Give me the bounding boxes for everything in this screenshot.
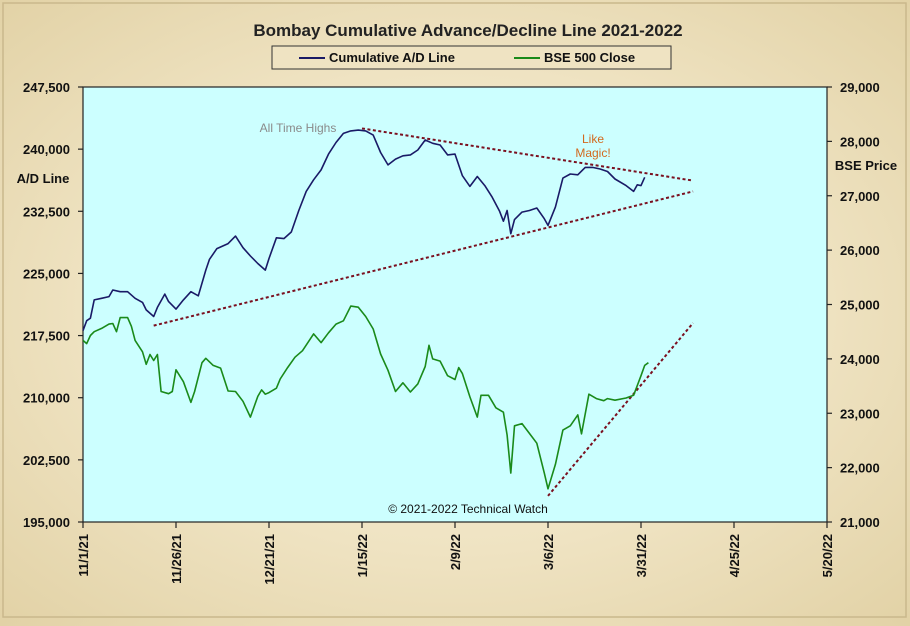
trendline <box>547 322 694 497</box>
left-tick-label: 232,500 <box>23 204 70 219</box>
x-tick-label: 1/15/22 <box>355 534 370 577</box>
x-tick-label: 11/26/21 <box>169 534 184 584</box>
trendlines-group <box>153 127 694 497</box>
series-group <box>82 129 649 490</box>
left-axis-label: A/D Line <box>17 171 70 186</box>
right-tick-label: 22,000 <box>840 461 880 476</box>
outer-frame <box>2 2 907 618</box>
right-tick-label: 23,000 <box>840 406 880 421</box>
x-tick-label: 4/25/22 <box>727 534 742 577</box>
right-tick-label: 21,000 <box>840 515 880 530</box>
x-tick-label: 3/31/22 <box>634 534 649 577</box>
x-tick-label: 12/21/21 <box>262 534 277 585</box>
left-tick-label: 247,500 <box>23 80 70 95</box>
annotation-all-time-highs: All Time Highs <box>260 121 337 135</box>
right-axis-label: BSE Price <box>835 158 897 173</box>
left-tick-label: 225,000 <box>23 266 70 281</box>
right-tick-label: 24,000 <box>840 352 880 367</box>
trendline <box>361 127 694 182</box>
legend-label-ad: Cumulative A/D Line <box>329 50 455 65</box>
x-tick-label: 2/9/22 <box>448 534 463 570</box>
x-tick-label: 3/6/22 <box>541 534 556 570</box>
x-tick-label: 11/1/21 <box>76 534 91 577</box>
legend: Cumulative A/D Line BSE 500 Close <box>271 45 672 70</box>
annotation-magic: Magic! <box>575 146 610 160</box>
right-tick-label: 27,000 <box>840 189 880 204</box>
right-tick-label: 26,000 <box>840 243 880 258</box>
trendline <box>153 190 694 327</box>
right-tick-label: 29,000 <box>840 80 880 95</box>
chart-title: Bombay Cumulative Advance/Decline Line 2… <box>253 21 682 40</box>
right-tick-label: 28,000 <box>840 134 880 149</box>
left-tick-label: 195,000 <box>23 515 70 530</box>
axis-ticks-group: 247,500 240,000 232,500 225,000 217,500 210,0… <box>23 80 880 585</box>
left-tick-label: 217,500 <box>23 329 70 344</box>
legend-box <box>271 45 672 70</box>
left-tick-label: 240,000 <box>23 142 70 157</box>
x-tick-label: 5/20/22 <box>820 534 835 577</box>
annotation-like: Like <box>582 132 604 146</box>
plot-area <box>82 86 828 523</box>
left-tick-label: 202,500 <box>23 453 70 468</box>
series-line-bse <box>82 305 649 490</box>
right-tick-label: 25,000 <box>840 298 880 313</box>
copyright-text: © 2021-2022 Technical Watch <box>388 502 548 516</box>
legend-label-bse: BSE 500 Close <box>544 50 635 65</box>
series-line-ad <box>82 129 646 331</box>
left-tick-label: 210,000 <box>23 391 70 406</box>
